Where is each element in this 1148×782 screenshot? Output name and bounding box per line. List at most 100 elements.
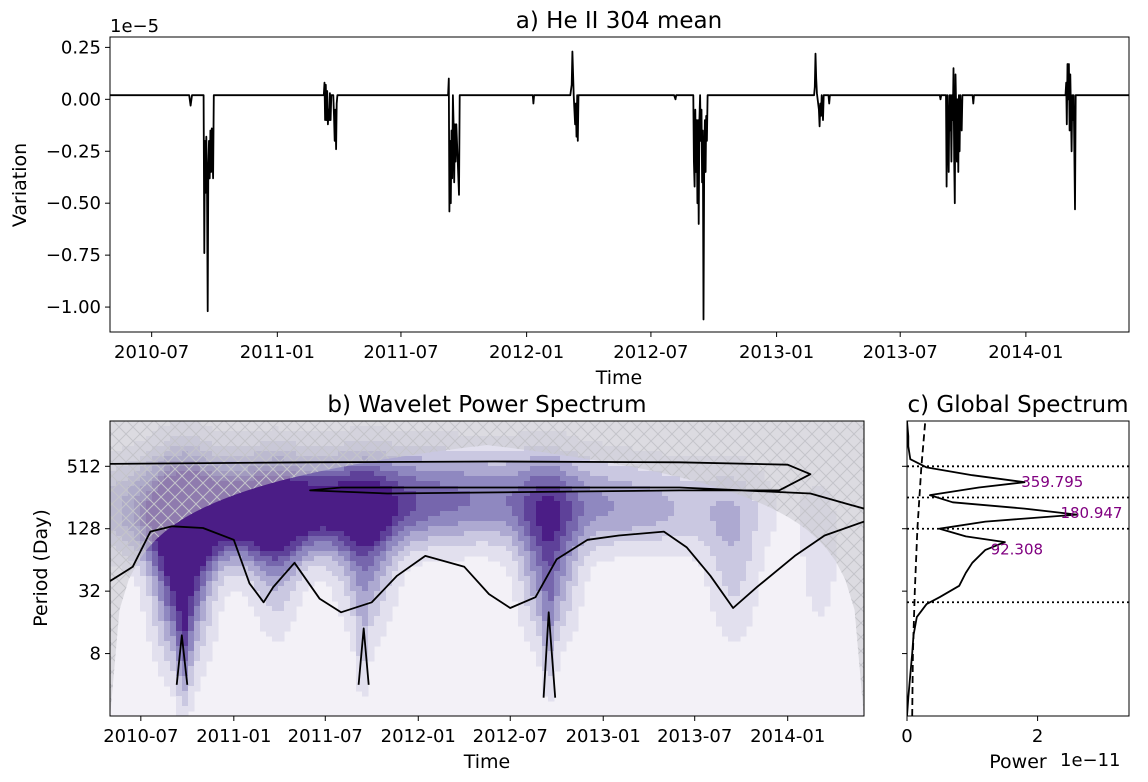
wavelet-power-cell	[350, 471, 357, 477]
wavelet-power-cell	[596, 461, 603, 467]
wavelet-power-cell	[542, 476, 549, 482]
wavelet-power-cell	[362, 616, 369, 622]
wavelet-power-cell	[500, 491, 507, 497]
wavelet-power-cell	[362, 686, 369, 692]
wavelet-power-cell	[302, 491, 309, 497]
wavelet-power-cell	[536, 461, 543, 467]
wavelet-power-cell	[230, 551, 237, 557]
wavelet-power-cell	[626, 506, 633, 512]
wavelet-power-cell	[380, 521, 387, 527]
wavelet-power-cell	[584, 511, 591, 517]
wavelet-power-cell	[566, 561, 573, 567]
wavelet-power-cell	[176, 576, 183, 582]
wavelet-power-cell	[548, 471, 555, 477]
wavelet-power-cell	[338, 596, 345, 602]
wavelet-power-cell	[704, 556, 711, 562]
wavelet-power-cell	[746, 601, 753, 607]
wavelet-power-cell	[152, 646, 159, 652]
wavelet-power-cell	[506, 551, 513, 557]
wavelet-power-cell	[566, 546, 573, 552]
wavelet-power-cell	[164, 551, 171, 557]
wavelet-power-cell	[518, 521, 525, 527]
wavelet-power-cell	[554, 456, 561, 462]
wavelet-power-cell	[338, 486, 345, 492]
wavelet-power-cell	[188, 631, 195, 637]
wavelet-power-cell	[362, 681, 369, 687]
wavelet-power-cell	[338, 471, 345, 477]
wavelet-power-cell	[314, 571, 321, 577]
wavelet-power-cell	[242, 511, 249, 517]
wavelet-power-cell	[380, 621, 387, 627]
wavelet-power-cell	[524, 526, 531, 532]
wavelet-power-cell	[248, 566, 255, 572]
wavelet-power-cell	[746, 576, 753, 582]
wavelet-power-cell	[416, 561, 423, 567]
wavelet-power-cell	[194, 581, 201, 587]
wavelet-power-cell	[632, 496, 639, 502]
wavelet-power-cell	[272, 566, 279, 572]
wavelet-power-cell	[206, 601, 213, 607]
wavelet-power-cell	[572, 476, 579, 482]
wavelet-power-cell	[152, 606, 159, 612]
wavelet-power-cell	[296, 476, 303, 482]
wavelet-power-cell	[518, 571, 525, 577]
wavelet-power-cell	[554, 476, 561, 482]
wavelet-power-cell	[728, 506, 735, 512]
wavelet-power-cell	[566, 556, 573, 562]
significance-contour-short-3	[542, 611, 557, 698]
wavelet-power-cell	[446, 516, 453, 522]
wavelet-power-cell	[254, 526, 261, 532]
wavelet-power-cell	[320, 481, 327, 487]
wavelet-power-cell	[146, 636, 153, 642]
wavelet-power-cell	[530, 456, 537, 462]
wavelet-power-cell	[332, 476, 339, 482]
wavelet-power-cell	[176, 581, 183, 587]
wavelet-power-cell	[536, 591, 543, 597]
wavelet-power-cell	[446, 496, 453, 502]
wavelet-power-cell	[704, 531, 711, 537]
wavelet-power-cell	[716, 596, 723, 602]
wavelet-power-cell	[476, 531, 483, 537]
wavelet-power-cell	[500, 511, 507, 517]
wavelet-power-cell	[410, 496, 417, 502]
wavelet-power-cell	[386, 456, 393, 462]
wavelet-power-cell	[218, 556, 225, 562]
wavelet-power-cell	[668, 521, 675, 527]
wavelet-power-cell	[296, 491, 303, 497]
wavelet-power-cell	[356, 686, 363, 692]
wavelet-power-cell	[650, 481, 657, 487]
wavelet-power-cell	[560, 646, 567, 652]
wavelet-power-cell	[800, 526, 807, 532]
wavelet-power-cell	[722, 586, 729, 592]
wavelet-power-cell	[374, 461, 381, 467]
wavelet-power-cell	[530, 511, 537, 517]
wavelet-power-cell	[176, 596, 183, 602]
wavelet-power-cell	[380, 571, 387, 577]
wavelet-power-cell	[188, 686, 195, 692]
wavelet-power-cell	[608, 471, 615, 477]
wavelet-power-cell	[560, 636, 567, 642]
wavelet-power-cell	[704, 501, 711, 507]
wavelet-power-cell	[188, 516, 195, 522]
wavelet-power-cell	[380, 551, 387, 557]
wavelet-power-cell	[680, 526, 687, 532]
wavelet-power-cell	[248, 531, 255, 537]
wavelet-power-cell	[458, 466, 465, 472]
wavelet-power-cell	[338, 591, 345, 597]
wavelet-power-cell	[218, 516, 225, 522]
wavelet-power-cell	[428, 511, 435, 517]
wavelet-power-cell	[194, 606, 201, 612]
wavelet-power-cell	[308, 536, 315, 542]
wavelet-power-cell	[146, 581, 153, 587]
wavelet-power-cell	[734, 606, 741, 612]
wavelet-power-cell	[446, 531, 453, 537]
wavelet-power-cell	[674, 501, 681, 507]
wavelet-power-cell	[308, 556, 315, 562]
wavelet-power-cell	[368, 601, 375, 607]
wavelet-power-cell	[254, 536, 261, 542]
wavelet-power-cell	[290, 526, 297, 532]
wavelet-power-cell	[722, 531, 729, 537]
wavelet-power-cell	[386, 531, 393, 537]
wavelet-power-cell	[524, 636, 531, 642]
wavelet-power-cell	[536, 561, 543, 567]
